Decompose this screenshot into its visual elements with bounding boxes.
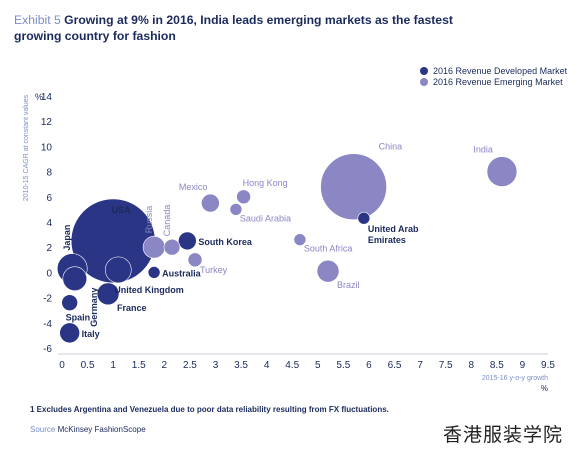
legend-item-developed: 2016 Revenue Developed Market: [420, 65, 567, 76]
bubble-label-australia: Australia: [162, 268, 202, 278]
legend: 2016 Revenue Developed Market 2016 Reven…: [420, 65, 567, 87]
bubble-label-france: France: [117, 303, 147, 313]
x-tick-label: 8.5: [490, 360, 504, 371]
bubble-label-south-korea: South Korea: [198, 237, 252, 247]
x-tick-label: 0: [59, 360, 65, 371]
x-axis-ticks: 0 0.5 1 1.5 2 2.5 3 3.5 4 4.5 5 5.5 6 6.5 7 7.5 8 8.5 9 9.5: [59, 360, 555, 371]
x-tick-label: 4.5: [285, 360, 299, 371]
bubble-label-saudi-arabia: Saudi Arabia: [240, 213, 291, 223]
y-tick-label: 6: [46, 193, 52, 204]
x-tick-label: 9.5: [541, 360, 555, 371]
y-tick-label: -6: [43, 344, 52, 355]
bubble-label-spain: Spain: [66, 313, 91, 323]
x-tick-label: 6: [366, 360, 372, 371]
y-axis-label: 2010-15 CAGR at constant values: [23, 94, 30, 201]
bubble-label-germany: Germany: [89, 288, 99, 327]
y-tick-label: 4: [46, 218, 52, 229]
x-tick-label: 3: [213, 360, 219, 371]
x-tick-label: 5.5: [336, 360, 350, 371]
x-tick-label: 7: [417, 360, 423, 371]
bubble-brazil: [316, 259, 340, 283]
bubble-turkey: [187, 252, 203, 268]
bubble-label-hong-kong: Hong Kong: [243, 178, 288, 188]
y-tick-label: -2: [43, 294, 52, 305]
bubble-label-china: China: [379, 142, 403, 152]
x-tick-label: 7.5: [439, 360, 453, 371]
source-line: Source McKinsey FashionScope: [30, 425, 146, 434]
bubble-hong-kong: [236, 189, 251, 205]
bubble-china: [320, 153, 387, 221]
y-tick-label: 2: [46, 243, 52, 254]
source-text: McKinsey FashionScope: [57, 425, 146, 434]
y-tick-label: 8: [46, 168, 52, 179]
bubble-labels: USA Japan Germany United Kingdom France Spain…: [62, 142, 493, 339]
bubble-label-russia: Russia: [144, 206, 154, 234]
bubble-australia: [147, 266, 161, 279]
legend-item-emerging: 2016 Revenue Emerging Market: [420, 76, 567, 87]
bubble-united-kingdom: [104, 256, 132, 284]
bubble-label-south-africa: South Africa: [304, 244, 353, 254]
bubble-label-india: India: [473, 145, 493, 155]
bubble-south-korea: [178, 231, 197, 251]
bubble-south-africa: [293, 233, 307, 246]
bubble-label-usa: USA: [112, 205, 132, 215]
exhibit-headline: Growing at 9% in 2016, India leads emerg…: [14, 13, 453, 43]
bubble-germany: [62, 266, 88, 292]
bubbles: [56, 153, 518, 344]
bubble-label-turkey: Turkey: [200, 265, 228, 275]
bubble-united-arab-emirates: [357, 211, 371, 225]
footnote: 1 Excludes Argentina and Venezuela due t…: [30, 405, 389, 414]
bubble-label-italy: Italy: [82, 329, 100, 339]
watermark: 香港服装学院: [443, 424, 564, 446]
bubble-italy: [59, 322, 80, 344]
bubble-label-canada: Canada: [162, 205, 172, 237]
x-axis-unit: %: [541, 384, 548, 393]
x-tick-label: 1.5: [132, 360, 146, 371]
bubble-russia: [142, 235, 166, 259]
chart-title: Exhibit 5 Growing at 9% in 2016, India l…: [14, 12, 484, 44]
bubble-label-united-arab-emirates: United Arab Emirates: [368, 224, 419, 245]
x-tick-label: 8: [468, 360, 474, 371]
source-label: Source: [30, 425, 56, 434]
y-axis-unit: %: [35, 92, 43, 102]
y-tick-label: 12: [41, 117, 53, 128]
legend-emerging-swatch: [420, 77, 428, 86]
bubble-mexico: [201, 193, 220, 213]
x-tick-label: 6.5: [388, 360, 402, 371]
bubble-france: [96, 282, 120, 306]
x-tick-label: 0.5: [81, 360, 95, 371]
y-tick-label: 0: [46, 268, 52, 279]
y-axis-ticks: 14 12 10 8 6 4 2 0 -2 -4 -6: [41, 92, 53, 355]
x-tick-label: 3.5: [234, 360, 248, 371]
legend-developed-swatch: [420, 66, 428, 75]
x-tick-label: 2: [162, 360, 168, 371]
x-tick-label: 4: [264, 360, 270, 371]
bubble-spain: [61, 294, 78, 311]
exhibit-number: Exhibit 5: [14, 13, 61, 27]
bubble-label-brazil: Brazil: [337, 280, 360, 290]
x-tick-label: 5: [315, 360, 321, 371]
x-tick-label: 9: [520, 360, 526, 371]
y-tick-label: 10: [41, 142, 53, 153]
y-tick-label: -4: [43, 319, 52, 330]
bubble-india: [486, 156, 518, 187]
x-tick-label: 2.5: [183, 360, 197, 371]
bubble-canada: [163, 238, 181, 256]
bubble-label-mexico: Mexico: [179, 182, 208, 192]
legend-developed-label: 2016 Revenue Developed Market: [433, 65, 568, 76]
bubble-label-japan: Japan: [62, 225, 72, 251]
bubble-saudi-arabia: [229, 203, 243, 216]
x-tick-label: 1: [110, 360, 116, 371]
bubble-label-united-kingdom: United Kingdom: [114, 285, 184, 295]
x-axis-label: 2015-16 y-o-y growth: [482, 375, 548, 382]
legend-emerging-label: 2016 Revenue Emerging Market: [433, 76, 563, 87]
y-tick-label: 14: [41, 92, 53, 103]
